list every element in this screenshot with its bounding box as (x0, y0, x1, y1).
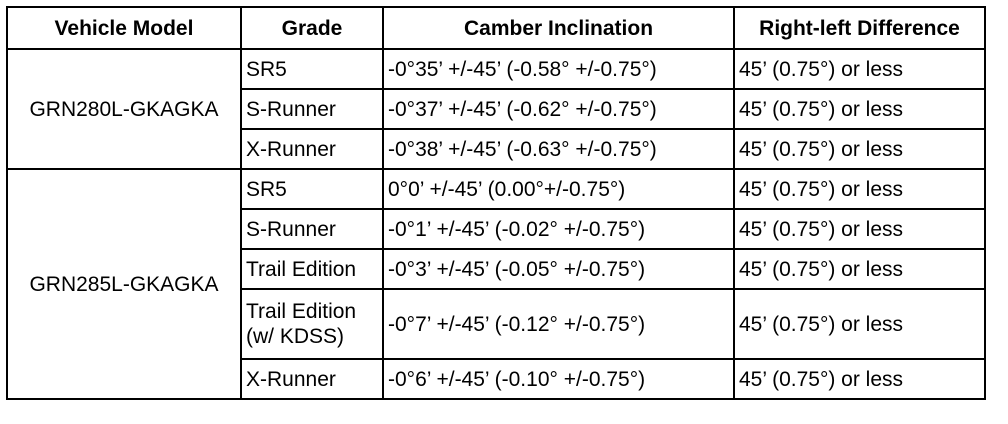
table-row: GRN285L-GKAGKA SR5 0°0’ +/-45’ (0.00°+/-0.… (6, 168, 986, 400)
difference-cell: 45’ (0.75°) or less (733, 168, 986, 210)
table-row: S-Runner -0°1’ +/-45’ (-0.02° +/-0.75°) 45… (7, 208, 986, 250)
difference-cell: 45’ (0.75°) or less (733, 208, 986, 250)
difference-cell: 45’ (0.75°) or less (733, 48, 986, 90)
difference-cell: 45’ (0.75°) or less (733, 358, 986, 400)
grade-cell: X-Runner (240, 358, 384, 400)
table-row: Trail Edition -0°3’ +/-45’ (-0.05° +/-0.7… (7, 248, 986, 290)
spec-table: Vehicle Model Grade Camber Inclination Righ… (6, 6, 986, 400)
header-row: Vehicle Model Grade Camber Inclination Righ… (6, 6, 986, 50)
grade-cell: Trail Edition (240, 248, 384, 290)
grade-cell: S-Runner (240, 88, 384, 130)
header-cell: Right-left Difference (733, 6, 986, 50)
model-cell: GRN280L-GKAGKA (6, 48, 242, 170)
camber-cell: 0°0’ +/-45’ (0.00°+/-0.75°) (382, 168, 735, 210)
camber-cell: -0°38’ +/-45’ (-0.63° +/-0.75°) (382, 128, 735, 170)
grade-cell: SR5 (240, 168, 384, 210)
grade-cell: SR5 (240, 48, 384, 90)
model-cell: GRN285L-GKAGKA (6, 168, 242, 400)
camber-cell: -0°35’ +/-45’ (-0.58° +/-0.75°) (382, 48, 735, 90)
grade-cell: Trail Edition (w/ KDSS) (240, 288, 384, 360)
page: Vehicle Model Grade Camber Inclination Righ… (6, 6, 986, 400)
camber-cell: -0°1’ +/-45’ (-0.02° +/-0.75°) (382, 208, 735, 250)
header-cell: Camber Inclination (382, 6, 735, 50)
camber-cell: -0°37’ +/-45’ (-0.62° +/-0.75°) (382, 88, 735, 130)
camber-cell: -0°7’ +/-45’ (-0.12° +/-0.75°) (382, 288, 735, 360)
table-row: GRN280L-GKAGKA SR5 -0°35’ +/-45’ (-0.58° +… (6, 48, 986, 170)
difference-cell: 45’ (0.75°) or less (733, 128, 986, 170)
header-cell: Grade (240, 6, 384, 50)
table-row: Trail Edition (w/ KDSS) -0°7’ +/-45’ (-0.… (7, 288, 986, 360)
difference-cell: 45’ (0.75°) or less (733, 88, 986, 130)
difference-cell: 45’ (0.75°) or less (733, 248, 986, 290)
table-row: X-Runner -0°38’ +/-45’ (-0.63° +/-0.75°) 4… (7, 128, 986, 170)
grade-cell: S-Runner (240, 208, 384, 250)
grade-cell: X-Runner (240, 128, 384, 170)
camber-cell: -0°6’ +/-45’ (-0.10° +/-0.75°) (382, 358, 735, 400)
table-row: S-Runner -0°37’ +/-45’ (-0.62° +/-0.75°) 4… (7, 88, 986, 130)
camber-cell: -0°3’ +/-45’ (-0.05° +/-0.75°) (382, 248, 735, 290)
header-cell: Vehicle Model (6, 6, 242, 50)
table-row: X-Runner -0°6’ +/-45’ (-0.10° +/-0.75°) 45… (7, 358, 986, 400)
difference-cell: 45’ (0.75°) or less (733, 288, 986, 360)
